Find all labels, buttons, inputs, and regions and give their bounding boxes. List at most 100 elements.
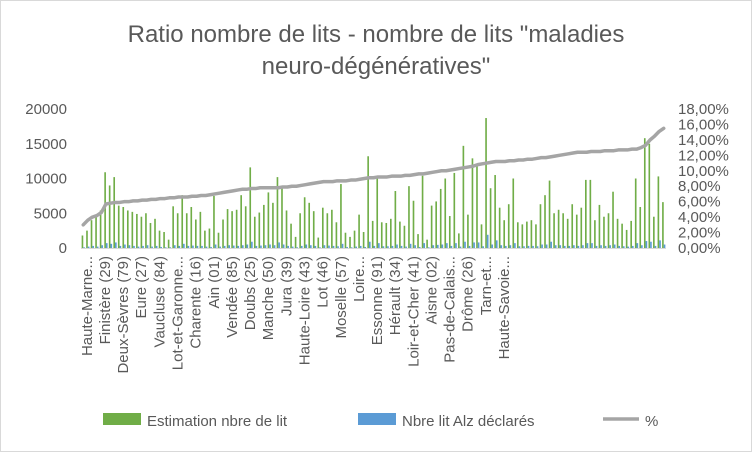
bar-estimation <box>412 200 415 248</box>
bar-alz <box>251 241 253 248</box>
bar-estimation <box>426 239 428 248</box>
bar-alz <box>650 241 652 248</box>
bar-estimation <box>253 216 256 248</box>
chart-title-line-2: neuro-dégénératives" <box>261 53 491 80</box>
chart-title: Ratio nombre de lits - nombre de lits "m… <box>1 19 751 83</box>
bar-alz <box>622 246 625 248</box>
bar-estimation <box>362 232 365 248</box>
bar-estimation <box>625 229 628 248</box>
bar-estimation <box>263 204 265 248</box>
bar-alz <box>450 245 453 248</box>
bar-estimation <box>349 236 351 248</box>
bar-alz <box>219 246 221 248</box>
chart-title-line-1: Ratio nombre de lits - nombre de lits "m… <box>127 21 625 48</box>
x-axis-tick-label: Jura (39) <box>278 256 295 316</box>
bar-estimation <box>281 188 283 248</box>
bar-alz <box>296 247 299 248</box>
bar-alz <box>128 245 131 248</box>
bar-alz <box>205 246 208 248</box>
bar-alz <box>328 245 330 248</box>
bar-alz <box>559 245 562 248</box>
bar-estimation <box>140 216 143 248</box>
bar-alz <box>310 245 312 248</box>
bar-estimation <box>299 213 301 248</box>
bar-estimation <box>476 165 478 248</box>
bar-alz <box>418 246 421 248</box>
bar-alz <box>178 245 181 248</box>
bar-estimation <box>308 202 311 248</box>
bar-alz <box>146 245 149 248</box>
bar-estimation <box>235 209 238 248</box>
bar-alz <box>151 246 153 248</box>
bar-estimation <box>376 177 379 248</box>
bar-alz <box>486 234 489 248</box>
bar-alz <box>527 245 530 248</box>
bar-alz <box>241 245 244 248</box>
bar-alz <box>164 247 167 248</box>
bar-estimation <box>408 186 410 248</box>
bar-estimation <box>312 211 315 248</box>
right-axis-tick-label: 16,00% <box>678 116 729 133</box>
x-axis-tick-label: Eure (27) <box>133 256 150 319</box>
bar-estimation <box>335 222 338 248</box>
right-axis-tick-label: 12,00% <box>678 147 729 164</box>
bar-estimation <box>104 172 106 248</box>
bar-estimation <box>535 224 537 248</box>
bar-alz <box>228 245 231 248</box>
bar-estimation <box>213 195 215 248</box>
bar-alz <box>196 245 199 248</box>
bar-estimation <box>222 219 224 248</box>
bar-estimation <box>594 220 596 248</box>
x-axis-tick-label: Deux-Sèvres (79) <box>115 256 132 374</box>
bar-alz <box>545 244 548 248</box>
left-axis: 0 5000 10000 15000 20000 <box>25 101 67 257</box>
bar-alz <box>237 245 240 248</box>
bar-alz <box>577 245 580 248</box>
bar-estimation <box>145 213 147 248</box>
bar-alz <box>613 244 616 248</box>
bar-alz <box>609 245 611 248</box>
x-axis-tick-label: Moselle (57) <box>333 256 350 339</box>
bar-estimation <box>240 195 242 248</box>
bar-estimation <box>598 204 601 248</box>
legend: Estimation nbre de lit Nbre lit Alz décl… <box>103 413 658 430</box>
bar-estimation <box>208 228 211 248</box>
legend-swatch-alz <box>358 413 396 425</box>
x-axis-tick-label: Doubs (25) <box>242 256 259 330</box>
bar-estimation <box>539 204 542 248</box>
bar-alz <box>110 243 113 248</box>
bar-alz <box>264 245 267 248</box>
bar-estimation <box>226 209 229 248</box>
bar-alz <box>187 245 190 248</box>
bar-estimation <box>394 191 397 248</box>
bar-estimation <box>589 179 592 248</box>
bar-alz <box>400 245 403 248</box>
bar-alz <box>482 246 484 248</box>
bar-estimation <box>399 221 401 248</box>
bar-alz <box>446 243 448 248</box>
bar-estimation <box>390 218 392 248</box>
bar-estimation <box>371 220 374 248</box>
bar-alz <box>563 245 566 248</box>
left-axis-tick-label: 20000 <box>25 101 67 118</box>
bar-alz <box>368 241 371 248</box>
bar-alz <box>133 245 135 248</box>
bar-alz <box>246 244 249 248</box>
bar-estimation <box>303 197 306 248</box>
bar-alz <box>337 246 339 248</box>
bar-alz <box>305 244 308 248</box>
x-axis-tick-label: Ain (01) <box>206 256 223 309</box>
bar-alz <box>364 246 367 248</box>
bar-alz <box>554 245 557 248</box>
bar-estimation <box>435 201 437 248</box>
bar-estimation <box>485 118 487 248</box>
bar-estimation <box>231 211 233 248</box>
bar-alz <box>382 246 385 248</box>
left-axis-tick-label: 0 <box>59 240 67 257</box>
bar-estimation <box>557 209 560 248</box>
bar-alz <box>618 245 621 248</box>
right-axis: 0,00%2,00%4,00%6,00%8,00%10,00%12,00%14,… <box>678 101 729 257</box>
bar-alz <box>573 245 575 248</box>
x-axis-tick-label: Vaucluse (84) <box>151 256 168 347</box>
